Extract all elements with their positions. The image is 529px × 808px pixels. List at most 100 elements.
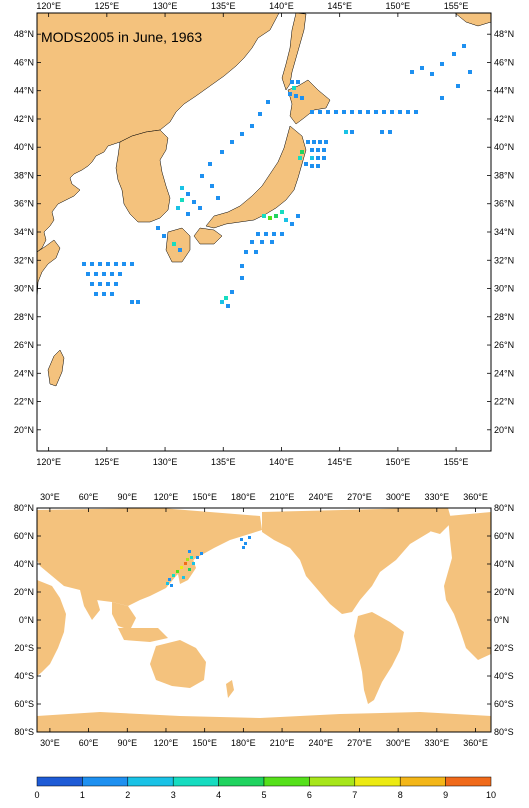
global-observation-cells — [166, 536, 251, 587]
observation-cell — [192, 200, 196, 204]
observation-cell — [182, 576, 185, 579]
observation-cell — [256, 232, 260, 236]
australia — [150, 640, 206, 688]
lon-tick-label-bottom: 240°E — [308, 738, 333, 748]
colorbar-label: 6 — [307, 790, 312, 800]
observation-cell — [240, 264, 244, 268]
observation-cell — [266, 100, 270, 104]
lon-tick-label-bottom: 270°E — [347, 738, 372, 748]
lon-tick-label-bottom: 145°E — [327, 457, 352, 467]
kyushu — [165, 227, 191, 263]
lat-tick-label-left: 36°N — [14, 199, 34, 209]
observation-cell — [118, 272, 122, 276]
lon-tick-label-top: 180°E — [231, 492, 256, 502]
observation-cell — [270, 240, 274, 244]
colorbar-swatch — [172, 776, 219, 787]
observation-cell — [310, 164, 314, 168]
observation-cell — [306, 140, 310, 144]
observation-cell — [200, 552, 203, 555]
observation-cell — [258, 112, 262, 116]
colorbar-label: 9 — [443, 790, 448, 800]
observation-cell — [86, 272, 90, 276]
lat-tick-label-right: 40°N — [494, 142, 514, 152]
lon-tick-label-top: 120°E — [154, 492, 179, 502]
lat-tick-label-left: 40°N — [14, 559, 34, 569]
lat-tick-label-left: 20°N — [14, 587, 34, 597]
observation-cell — [188, 550, 191, 553]
africa — [37, 580, 66, 676]
colorbar-swatch — [82, 776, 129, 787]
observation-cell — [172, 574, 175, 577]
lon-tick-label-top: 240°E — [308, 492, 333, 502]
lon-tick-label-top: 330°E — [425, 492, 450, 502]
observation-cell — [350, 110, 354, 114]
observation-cell — [280, 210, 284, 214]
observation-cell — [468, 70, 472, 74]
lat-tick-label-right: 34°N — [494, 227, 514, 237]
observation-cell — [358, 110, 362, 114]
europe-africa-east — [444, 512, 491, 660]
observation-cell — [296, 80, 300, 84]
regional-map-land — [36, 12, 492, 387]
lat-tick-label-right: 42°N — [494, 114, 514, 124]
observation-cell — [230, 140, 234, 144]
observation-cell — [374, 110, 378, 114]
lat-tick-label-left: 20°N — [14, 425, 34, 435]
observation-cell — [344, 130, 348, 134]
observation-cell — [226, 304, 230, 308]
observation-cell — [136, 300, 140, 304]
lon-tick-label-bottom: 30°E — [40, 738, 60, 748]
observation-cell — [196, 556, 199, 559]
observation-cell — [244, 542, 247, 545]
lon-tick-label-top: 130°E — [153, 1, 178, 11]
regional-observation-cells — [82, 44, 472, 308]
north-america — [262, 508, 440, 614]
observation-cell — [240, 538, 243, 541]
observation-cell — [186, 192, 190, 196]
observation-cell — [440, 62, 444, 66]
observation-cell — [240, 276, 244, 280]
observation-cell — [248, 536, 251, 539]
lat-tick-label-left: 24°N — [14, 368, 34, 378]
colorbar: 0 1 2 3 4 5 6 7 8 9 10 — [34, 776, 496, 800]
lon-tick-label-bottom: 60°E — [79, 738, 99, 748]
observation-cell — [94, 292, 98, 296]
honshu — [205, 125, 307, 229]
observation-cell — [90, 282, 94, 286]
observation-cell — [224, 296, 228, 300]
observation-cell — [304, 162, 308, 166]
lat-tick-label-left: 28°N — [14, 312, 34, 322]
lon-tick-label-bottom: 150°E — [386, 457, 411, 467]
lon-tick-label-top: 140°E — [269, 1, 294, 11]
lon-tick-label-top: 145°E — [327, 1, 352, 11]
lon-tick-label-bottom: 210°E — [270, 738, 295, 748]
lat-tick-label-right: 26°N — [494, 340, 514, 350]
korea — [115, 129, 171, 223]
observation-cell — [296, 214, 300, 218]
lat-tick-label-right: 60°S — [494, 699, 514, 709]
observation-cell — [220, 150, 224, 154]
observation-cell — [114, 282, 118, 286]
observation-cell — [350, 130, 354, 134]
observation-cell — [208, 162, 212, 166]
observation-cell — [98, 282, 102, 286]
lon-tick-label-top: 150°E — [192, 492, 217, 502]
observation-cell — [162, 234, 166, 238]
observation-cell — [310, 156, 314, 160]
lat-tick-label-right: 20°N — [494, 587, 514, 597]
observation-cell — [382, 110, 386, 114]
lon-tick-label-top: 120°E — [36, 1, 61, 11]
observation-cell — [192, 562, 195, 565]
lat-tick-label-right: 48°N — [494, 29, 514, 39]
observation-cell — [420, 66, 424, 70]
observation-cell — [114, 262, 118, 266]
observation-cell — [310, 148, 314, 152]
observation-cell — [318, 110, 322, 114]
lat-tick-label-left: 48°N — [14, 29, 34, 39]
observation-cell — [200, 174, 204, 178]
observation-cell — [398, 110, 402, 114]
observation-cell — [130, 262, 134, 266]
observation-cell — [366, 110, 370, 114]
regional-map: MODS2005 in June, 1963 120°E120°E125°E12… — [14, 1, 514, 467]
